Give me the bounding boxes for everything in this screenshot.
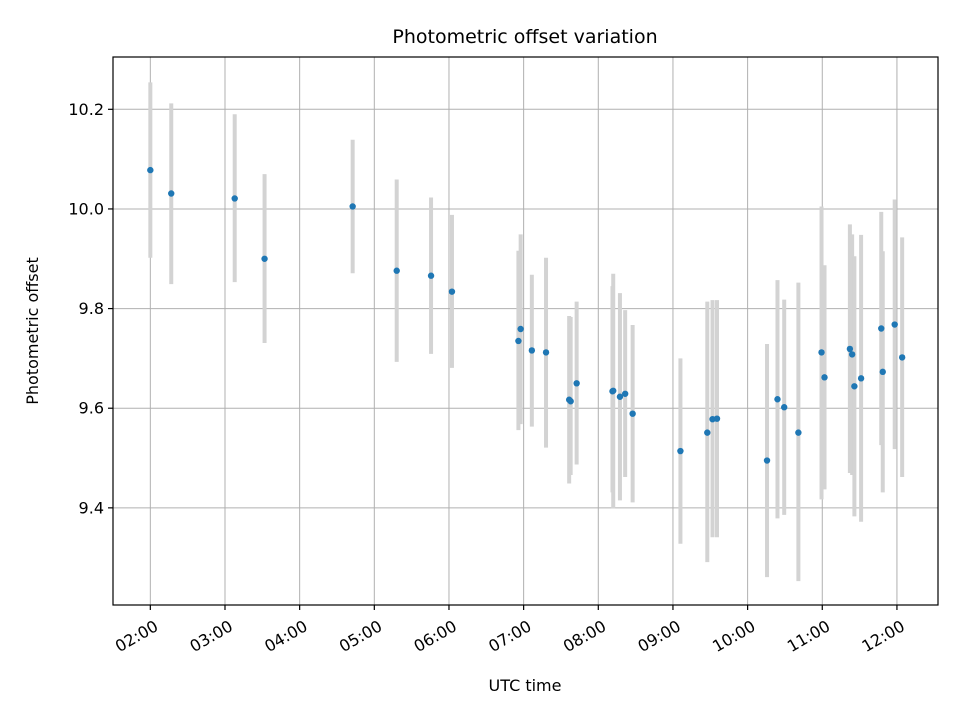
data-point [528, 347, 536, 354]
data-point [780, 404, 788, 411]
data-point [846, 345, 854, 353]
data-point [573, 380, 580, 387]
data-point [393, 267, 400, 274]
data-point [629, 410, 636, 417]
data-point [231, 195, 238, 202]
data-point [621, 390, 629, 397]
chart-title: Photometric offset variation [392, 26, 657, 48]
data-point [147, 166, 154, 174]
data-point [821, 374, 828, 381]
data-point [427, 272, 435, 279]
data-point [610, 387, 617, 394]
data-point [851, 383, 858, 390]
data-point [448, 288, 456, 295]
y-tick-label: 9.6 [79, 399, 104, 418]
data-point [168, 190, 175, 197]
data-point [567, 398, 574, 405]
y-tick-label: 10.0 [68, 199, 104, 218]
data-point [891, 321, 898, 328]
data-point [848, 351, 856, 358]
data-point [677, 447, 684, 455]
data-point [713, 415, 721, 422]
data-point [898, 354, 906, 361]
data-point [704, 429, 711, 436]
data-point [818, 349, 825, 356]
data-point [878, 325, 885, 332]
data-point [795, 429, 802, 436]
data-point [261, 255, 268, 262]
y-axis: 9.4 9.6 9.8 10.0 10.2 [68, 100, 113, 517]
data-point [349, 203, 356, 210]
data-points [147, 166, 906, 464]
grid [113, 57, 938, 605]
data-point [879, 368, 886, 376]
y-tick-label: 9.8 [79, 299, 104, 318]
x-axis-label: UTC time [489, 676, 562, 695]
data-point [774, 396, 781, 403]
plot-frame [112, 56, 939, 606]
data-point [515, 337, 522, 345]
data-point [542, 349, 550, 356]
y-tick-label: 9.4 [79, 498, 104, 517]
data-point [857, 375, 865, 382]
data-point [763, 457, 771, 464]
data-point [616, 393, 624, 400]
data-point [517, 325, 524, 333]
y-tick-label: 10.2 [68, 100, 104, 119]
y-axis-label: Photometric offset [23, 257, 42, 405]
